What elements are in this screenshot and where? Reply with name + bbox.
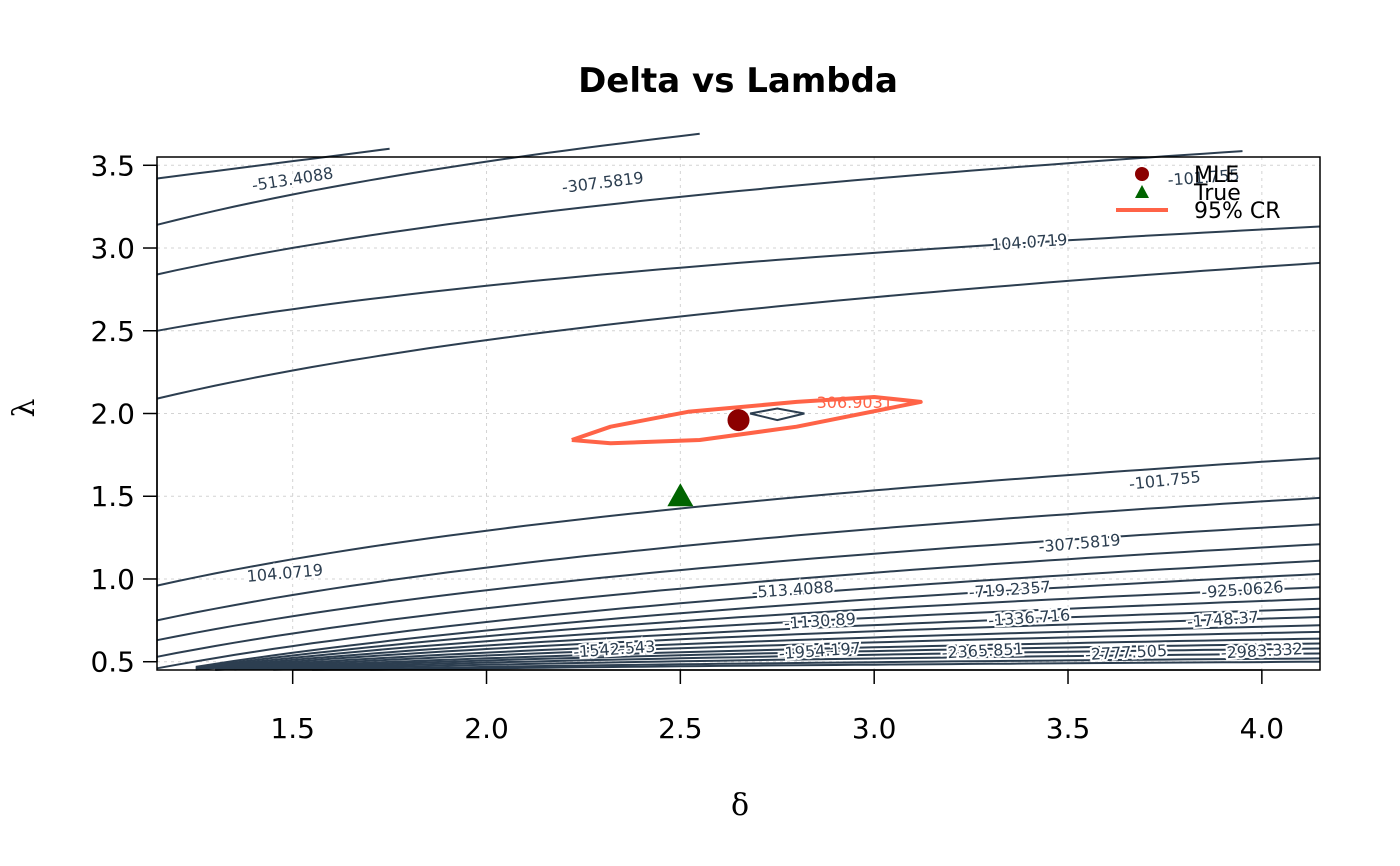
contour-line (370, 660, 1321, 671)
y-tick-label: 1.0 (90, 563, 135, 596)
contour-line (234, 642, 1321, 671)
y-tick-label: 2.5 (90, 315, 135, 348)
y-axis: 0.5 1.0 1.5 2.0 2.5 3.0 3.5 (90, 149, 158, 679)
contour-line (156, 523, 1321, 642)
contour-label: -2365.851 (941, 639, 1024, 662)
contour-label: 104.0719 (246, 560, 324, 586)
contour-line (156, 559, 1321, 670)
contour-label: -1336.716 (988, 605, 1071, 630)
contour-line (215, 630, 1321, 671)
legend-label: 95% CR (1194, 199, 1281, 224)
contour-lines (156, 132, 1321, 671)
x-axis-label: δ (731, 788, 749, 823)
x-tick-label: 4.0 (1240, 712, 1285, 745)
x-tick-label: 3.0 (852, 712, 897, 745)
contour-line (195, 597, 1321, 670)
legend-label: True (1193, 181, 1241, 206)
contour-line (253, 647, 1321, 671)
confidence-region (571, 395, 923, 446)
contour-line (215, 637, 1321, 671)
true-point (667, 483, 694, 507)
y-tick-label: 0.5 (90, 646, 135, 679)
legend-mle-marker (1135, 167, 1149, 181)
contour-line (195, 573, 1321, 668)
contour-line (312, 657, 1321, 671)
x-tick-label: 3.5 (1046, 712, 1091, 745)
contour-label: -925.0626 (1201, 577, 1284, 602)
contour-label: -307.5819 (561, 168, 645, 197)
chart-title: Delta vs Lambda (578, 61, 898, 101)
data-points (667, 409, 750, 507)
contour-line (273, 652, 1321, 671)
y-tick-label: 3.5 (90, 149, 135, 182)
y-axis-label: λ (7, 398, 42, 417)
y-tick-label: 2.0 (90, 398, 135, 431)
y-tick-label: 3.0 (90, 232, 135, 265)
contour-label: 104.0719 (990, 230, 1067, 254)
x-tick-label: 2.5 (658, 712, 703, 745)
mle-point (727, 409, 750, 432)
x-tick-label: 1.5 (270, 712, 315, 745)
contour-line (156, 496, 1321, 622)
legend-label: MLE (1194, 163, 1239, 188)
contour-label: -307.5819 (1038, 530, 1121, 556)
contour-line (156, 543, 1321, 658)
confidence-region-line (571, 395, 923, 446)
contour-line (195, 616, 1321, 671)
contour-line (156, 147, 390, 180)
contour-line (195, 586, 1321, 669)
y-tick-label: 1.5 (90, 480, 135, 513)
contour-line (156, 457, 1321, 587)
contour-line-inner (749, 407, 805, 422)
contour-line (156, 225, 1321, 332)
legend-true-marker (1135, 185, 1149, 198)
contour-label: -1130.89 (783, 609, 856, 633)
contour-line (156, 150, 1243, 276)
contour-label: -101.755 (1128, 467, 1202, 493)
x-tick-label: 2.0 (464, 712, 509, 745)
contour-label: -1954.197 (778, 638, 861, 663)
contour-label: -1542.543 (573, 637, 656, 662)
contour-line (215, 624, 1321, 670)
x-axis: 1.5 2.0 2.5 3.0 3.5 4.0 (270, 669, 1285, 745)
contour-line (156, 132, 700, 226)
contour-line (156, 261, 1321, 400)
contour-label: -513.4088 (250, 163, 334, 195)
contour-line (195, 607, 1321, 671)
